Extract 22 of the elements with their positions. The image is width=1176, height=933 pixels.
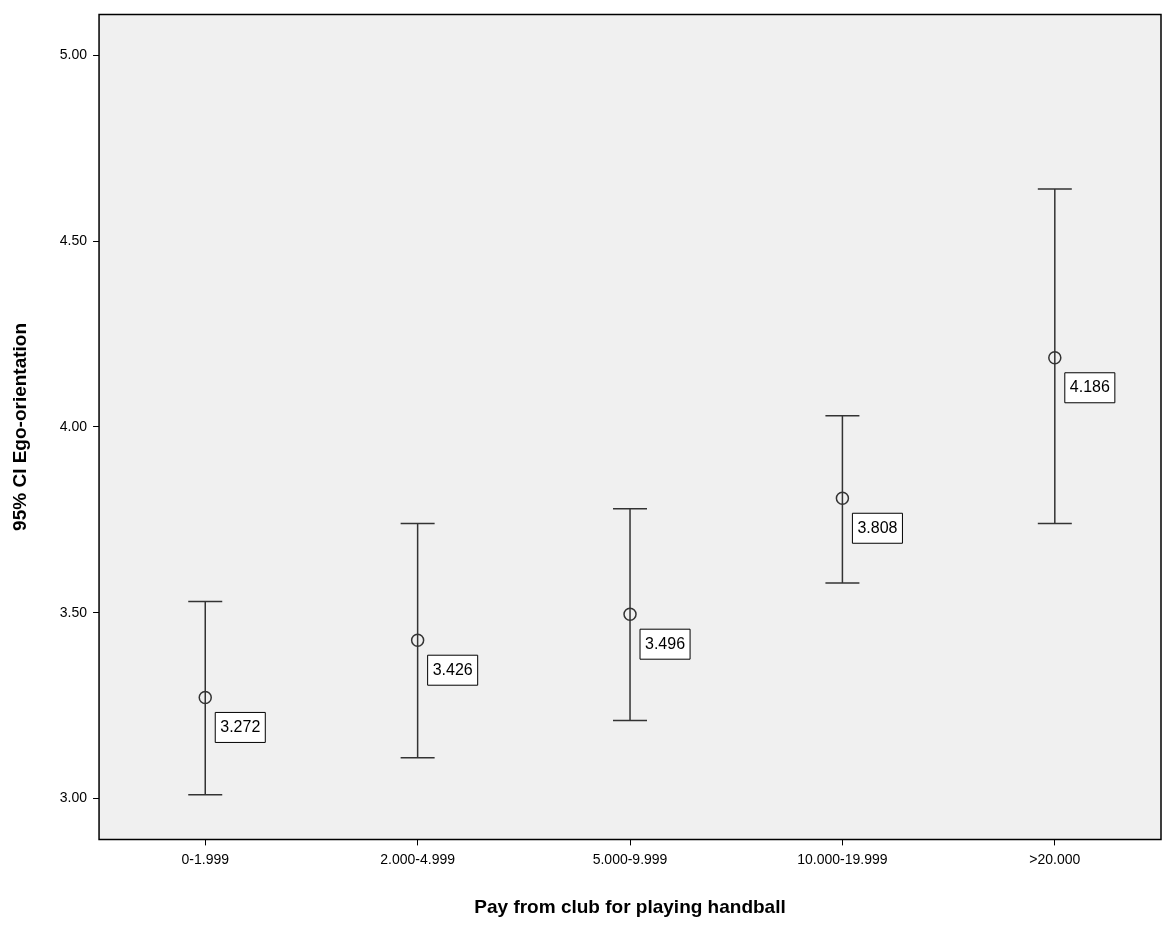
- point: [1048, 351, 1062, 365]
- x-axis-title: Pay from club for playing handball: [474, 895, 786, 917]
- y-tick-label: 3.50: [59, 603, 88, 620]
- data-label: 3.272: [220, 717, 261, 735]
- x-tick-label: 5.000-9.999: [592, 850, 668, 867]
- point: [835, 491, 850, 505]
- data-label: 4.186: [1069, 378, 1110, 396]
- y-tick-label: 5.00: [59, 46, 88, 63]
- x-tick-label: 2.000-4.999: [380, 850, 456, 867]
- x-tick-label: 0-1.999: [181, 850, 230, 867]
- y-axis-title: 95% CI Ego-orientation: [8, 322, 30, 531]
- data-label: 3.808: [857, 518, 898, 536]
- y-tick-label: 4.50: [59, 231, 88, 248]
- data-label: 3.426: [432, 660, 473, 678]
- point: [198, 690, 212, 705]
- point: [410, 633, 425, 647]
- point: [623, 607, 637, 621]
- data-label: 3.496: [645, 634, 686, 652]
- x-tick-label: >20.000: [1029, 850, 1081, 867]
- y-tick-label: 4.00: [59, 417, 88, 434]
- x-tick-label: 10.000-19.999: [797, 850, 888, 867]
- y-tick-label: 3.00: [59, 789, 88, 806]
